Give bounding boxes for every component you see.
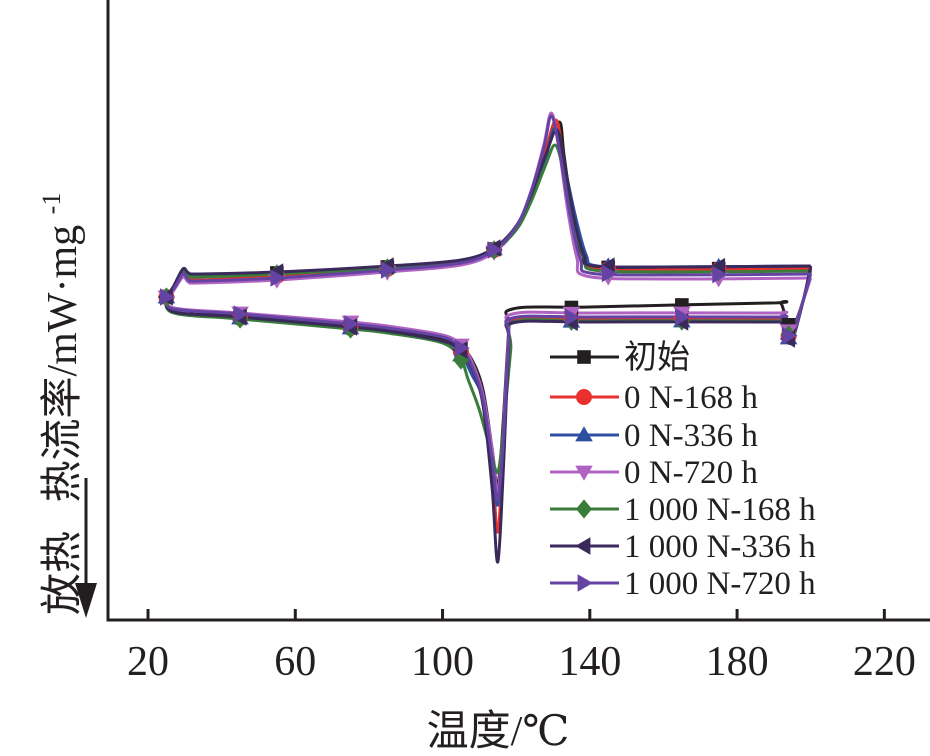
legend-item: 0 N-168 h (550, 380, 758, 416)
x-axis-title: 温度/℃ (427, 709, 570, 755)
x-tick-label: 60 (274, 639, 316, 685)
series-6-marker (380, 261, 397, 279)
legend-item: 0 N-720 h (550, 455, 758, 491)
legend-item: 初始 (550, 339, 690, 376)
x-tick-label: 100 (411, 639, 474, 685)
legend-label: 1 000 N-168 h (624, 492, 816, 528)
x-ticks: 20 60 100 140 180 220 (127, 609, 916, 685)
legend: 初始 0 N-168 h0 N-336 h0 N-720 h1 000 N-168… (550, 339, 816, 602)
series-6-marker (601, 264, 618, 283)
exo-label: 放热 (40, 531, 86, 615)
series-6-marker (160, 288, 176, 306)
legend-item: 1 000 N-720 h (550, 566, 816, 602)
marker-layer (157, 239, 798, 370)
legend-label: 初始 (624, 339, 690, 376)
y-axis-label-superscript: -1 (37, 193, 66, 215)
exo-arrow-icon (75, 478, 97, 618)
series-6-marker (782, 326, 798, 345)
legend-marker-icon (577, 350, 591, 364)
legend-label: 0 N-168 h (624, 380, 758, 416)
legend-marker-icon (575, 465, 593, 481)
y-axis-title: 放热 热流率/mW·mg -1 (37, 193, 86, 615)
series-6-marker (675, 308, 691, 326)
legend-marker-icon (576, 499, 592, 519)
x-tick-label: 180 (706, 639, 769, 685)
legend-label: 0 N-720 h (624, 455, 758, 491)
legend-item: 1 000 N-168 h (550, 492, 816, 528)
x-tick-label: 220 (853, 639, 916, 685)
series-6-marker (270, 269, 286, 287)
series-5-marker (709, 257, 726, 276)
x-tick-label: 20 (127, 639, 169, 685)
legend-marker-icon (577, 574, 593, 592)
legend-item: 0 N-336 h (550, 418, 758, 454)
series-6-marker (712, 265, 728, 284)
series-6-marker (487, 241, 503, 259)
series-6-marker (233, 305, 249, 323)
y-axis-label: 热流率/mW·mg (39, 225, 86, 503)
series-6-heating-curve (165, 114, 811, 299)
legend-marker-icon (575, 426, 593, 442)
series-6-marker (454, 339, 470, 357)
legend-marker-icon (576, 389, 592, 405)
series-6-marker (565, 308, 581, 327)
legend-label: 1 000 N-336 h (624, 529, 816, 565)
legend-label: 1 000 N-720 h (624, 566, 816, 602)
legend-label: 0 N-336 h (624, 418, 758, 454)
series-6-marker (344, 315, 360, 333)
svg-text:放热 热流率/mW·mg -1: 放热 热流率/mW·mg -1 (37, 193, 86, 615)
legend-item: 1 000 N-336 h (550, 529, 816, 565)
legend-marker-icon (575, 537, 591, 555)
x-tick-label: 140 (558, 639, 621, 685)
